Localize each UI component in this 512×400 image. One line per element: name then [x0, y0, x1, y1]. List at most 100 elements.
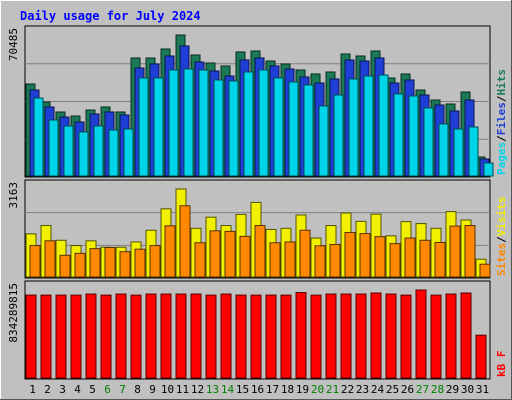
x-tick-label-day-28: 28: [431, 383, 444, 396]
bar-pages-day-13: [213, 79, 224, 177]
bar-pages-day-3: [63, 125, 74, 177]
bar-pages-day-19: [303, 84, 314, 177]
x-tick-label-day-18: 18: [281, 383, 294, 396]
legend-hits: Pages/Files/Hits: [495, 69, 508, 175]
bar-kb-f-day-30: [460, 292, 472, 379]
x-tick-label-day-15: 15: [236, 383, 249, 396]
bar-pages-day-24: [378, 74, 389, 177]
bar-sites-day-28: [434, 242, 446, 278]
bar-kb-f-day-28: [430, 294, 442, 379]
bar-kb-f-day-26: [400, 294, 412, 379]
bar-kb-f-day-19: [295, 292, 307, 379]
bar-kb-f-day-23: [355, 293, 367, 379]
legend-separator: /: [495, 236, 508, 243]
bar-kb-f-day-13: [205, 294, 217, 379]
max-label-hits: 70485: [7, 28, 20, 61]
max-label-kbytes: 834289815: [7, 283, 20, 343]
bar-kb-f-day-31: [475, 334, 487, 379]
x-axis-labels: 1 2 3 4 5 6 7 8 9 10 11 12 13 14 15 16 17 18 19 20 21 22 23 24 2…: [29, 383, 489, 396]
x-tick-label-day-23: 23: [356, 383, 369, 396]
bar-sites-day-23: [359, 233, 371, 278]
bar-pages-day-2: [48, 119, 59, 177]
x-tick-label-day-10: 10: [161, 383, 174, 396]
bar-sites-day-29: [449, 225, 461, 278]
x-tick-label-day-12: 12: [191, 383, 204, 396]
bar-kb-f-day-10: [160, 293, 172, 379]
bar-sites-day-15: [239, 235, 251, 278]
bar-kb-f-day-1: [25, 294, 37, 379]
bar-pages-day-28: [438, 123, 449, 177]
legend-item-pages: Pages: [495, 142, 508, 175]
legend-separator: /: [495, 95, 508, 102]
x-tick-label-day-27: 27: [416, 383, 429, 396]
x-tick-label-day-7: 7: [119, 383, 126, 396]
bar-pages-day-5: [93, 125, 104, 177]
x-tick-label-day-19: 19: [296, 383, 309, 396]
bar-kb-f-day-29: [445, 293, 457, 379]
x-tick-label-day-20: 20: [311, 383, 324, 396]
x-tick-label-day-9: 9: [149, 383, 156, 396]
bar-pages-day-22: [348, 78, 359, 177]
bar-pages-day-15: [243, 71, 254, 177]
bar-sites-day-30: [464, 225, 476, 278]
bar-sites-day-22: [344, 231, 356, 278]
max-label-visits: 3163: [7, 182, 20, 209]
bar-pages-day-6: [108, 129, 119, 177]
x-tick-label-day-22: 22: [341, 383, 354, 396]
bar-sites-day-11: [179, 205, 191, 278]
bar-sites-day-2: [44, 240, 56, 278]
bar-kb-f-day-12: [190, 293, 202, 379]
x-tick-label-day-4: 4: [74, 383, 81, 396]
bar-pages-day-30: [468, 126, 479, 177]
bar-sites-day-8: [134, 248, 146, 278]
bar-sites-day-25: [389, 243, 401, 278]
x-tick-label-day-30: 30: [461, 383, 474, 396]
bar-sites-day-20: [314, 245, 326, 278]
bar-pages-day-31: [483, 162, 494, 177]
legend-item-files: Files: [495, 102, 508, 135]
bar-kb-f-day-15: [235, 294, 247, 379]
legend-visits: Sites/Visits: [495, 197, 508, 277]
x-tick-label-day-31: 31: [476, 383, 489, 396]
bar-kb-f-day-6: [100, 294, 112, 379]
bar-sites-day-1: [29, 245, 41, 278]
bar-sites-day-7: [119, 251, 131, 278]
bar-pages-day-11: [183, 68, 194, 177]
bar-pages-day-9: [153, 77, 164, 177]
x-tick-label-day-25: 25: [386, 383, 399, 396]
bar-kb-f-day-27: [415, 289, 427, 379]
legend-kbytes: kB F: [495, 351, 508, 378]
bar-kb-f-day-3: [55, 294, 67, 379]
bar-sites-day-3: [59, 254, 71, 278]
bar-kb-f-day-5: [85, 293, 97, 379]
bar-pages-day-20: [318, 105, 329, 177]
bar-pages-day-18: [288, 81, 299, 177]
bar-sites-day-6: [104, 247, 116, 278]
bar-pages-day-7: [123, 128, 134, 177]
x-tick-label-day-5: 5: [89, 383, 96, 396]
bar-kb-f-day-7: [115, 293, 127, 379]
bar-sites-day-13: [209, 230, 221, 278]
bar-sites-day-5: [89, 248, 101, 278]
x-tick-label-day-1: 1: [29, 383, 36, 396]
bar-sites-day-14: [224, 230, 236, 278]
bar-kb-f-day-8: [130, 294, 142, 379]
bar-kb-f-day-22: [340, 293, 352, 379]
bar-pages-day-17: [273, 77, 284, 177]
bar-sites-day-16: [254, 225, 266, 278]
bar-sites-day-9: [149, 245, 161, 278]
bar-pages-day-29: [453, 128, 464, 177]
x-tick-label-day-24: 24: [371, 383, 385, 396]
bar-sites-day-19: [299, 229, 311, 278]
bar-pages-day-16: [258, 69, 269, 177]
legend-separator: /: [495, 135, 508, 142]
x-tick-label-day-13: 13: [206, 383, 219, 396]
bar-pages-day-10: [168, 69, 179, 177]
bar-sites-day-26: [404, 237, 416, 278]
bar-sites-day-17: [269, 242, 281, 278]
bar-pages-day-26: [408, 95, 419, 177]
bar-kb-f-day-21: [325, 293, 337, 379]
bar-pages-day-8: [138, 77, 149, 177]
x-tick-label-day-2: 2: [44, 383, 51, 396]
chart-title: Daily usage for July 2024: [20, 9, 201, 23]
